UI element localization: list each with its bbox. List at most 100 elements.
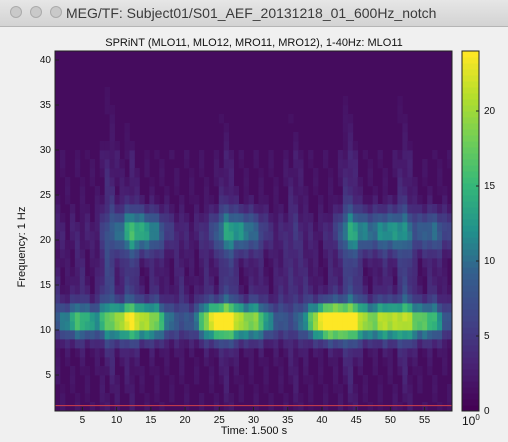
heatmap-cell <box>288 285 294 295</box>
heatmap-cell <box>372 303 378 313</box>
heatmap-cell <box>352 312 359 322</box>
heatmap-cell <box>298 267 304 277</box>
heatmap-cell <box>144 204 150 214</box>
heatmap-cell <box>293 258 299 268</box>
heatmap-cell <box>447 231 453 241</box>
heatmap-cell <box>188 177 195 187</box>
heatmap-cell <box>293 384 299 394</box>
heatmap-cell <box>169 222 175 232</box>
heatmap-cell <box>298 186 304 196</box>
minimize-button[interactable] <box>30 6 42 18</box>
heatmap-cell <box>293 357 299 367</box>
heatmap-cell <box>352 141 359 151</box>
heatmap-cell <box>397 114 403 124</box>
heatmap-cell <box>318 339 324 349</box>
heatmap-cell <box>188 240 195 250</box>
heatmap-cell <box>114 375 120 385</box>
heatmap-cell <box>228 186 235 196</box>
heatmap-cell <box>293 231 299 241</box>
heatmap-cell <box>129 366 135 376</box>
heatmap-cell <box>402 204 408 214</box>
heatmap-cell <box>89 159 96 169</box>
zoom-button[interactable] <box>50 6 62 18</box>
heatmap-cell <box>104 276 110 286</box>
heatmap-cell <box>74 168 81 178</box>
heatmap-cell <box>327 285 334 295</box>
heatmap-cell <box>139 276 145 286</box>
heatmap-cell <box>218 168 225 178</box>
heatmap-cell <box>288 366 294 376</box>
colorbar-segment <box>462 381 479 388</box>
heatmap-cell <box>387 285 393 295</box>
heatmap-cell <box>55 195 61 205</box>
heatmap-cell <box>352 249 359 259</box>
heatmap-cell <box>74 150 81 160</box>
heatmap-cell <box>367 330 373 340</box>
heatmap-cell <box>79 213 86 223</box>
heatmap-cell <box>337 204 344 214</box>
heatmap-cell <box>134 294 140 304</box>
heatmap-cell <box>422 312 428 322</box>
heatmap-cell <box>327 168 334 178</box>
heatmap-cell <box>342 339 349 349</box>
heatmap-cell <box>99 222 106 232</box>
heatmap-cell <box>109 195 115 205</box>
heatmap-cell <box>164 339 170 349</box>
heatmap-cell <box>94 330 101 340</box>
heatmap-cell <box>313 177 319 187</box>
heatmap-cell <box>447 312 453 322</box>
heatmap-cell <box>347 294 354 304</box>
heatmap-cell <box>412 303 418 313</box>
heatmap-cell <box>84 303 91 313</box>
heatmap-cell <box>313 339 319 349</box>
heatmap-cell <box>184 276 190 286</box>
heatmap-cell <box>174 267 180 277</box>
heatmap-cell <box>223 186 230 196</box>
heatmap-cell <box>327 231 334 241</box>
heatmap-cell <box>228 321 235 331</box>
heatmap-cell <box>308 285 314 295</box>
heatmap-cell <box>114 303 120 313</box>
heatmap-cell <box>362 204 369 214</box>
heatmap-cell <box>387 339 393 349</box>
heatmap-cell <box>278 204 284 214</box>
heatmap-cell <box>243 240 249 250</box>
heatmap-cell <box>313 294 319 304</box>
heatmap-cell <box>273 231 279 241</box>
heatmap-cell <box>447 339 453 349</box>
heatmap-cell <box>169 249 175 259</box>
heatmap-cell <box>337 258 344 268</box>
figure-area: SPRiNT (MLO11, MLO12, MRO11, MRO12), 1-4… <box>0 27 508 442</box>
heatmap-cell <box>417 330 423 340</box>
heatmap-cell <box>442 240 448 250</box>
close-button[interactable] <box>10 6 22 18</box>
heatmap-cell <box>124 204 130 214</box>
heatmap-cell <box>59 339 66 349</box>
heatmap-cell <box>342 195 349 205</box>
heatmap-cell <box>184 258 190 268</box>
heatmap-cell <box>322 402 329 412</box>
heatmap-cell <box>99 195 106 205</box>
heatmap-cell <box>213 303 220 313</box>
heatmap-cell <box>144 240 150 250</box>
heatmap-cell <box>407 294 413 304</box>
heatmap-cell <box>347 204 354 214</box>
heatmap-cell <box>179 240 185 250</box>
heatmap-cell <box>412 294 418 304</box>
heatmap-cell <box>352 150 359 160</box>
colorbar-segment <box>462 213 479 220</box>
y-tick-label: 10 <box>40 325 52 336</box>
heatmap-cell <box>99 348 106 358</box>
heatmap-cell <box>94 312 101 322</box>
heatmap-cell <box>149 258 155 268</box>
heatmap-cell <box>313 186 319 196</box>
heatmap-cell <box>322 213 329 223</box>
heatmap-cell <box>69 267 76 277</box>
heatmap-cell <box>308 375 314 385</box>
heatmap-cell <box>322 303 329 313</box>
heatmap-plot[interactable]: 5 10 15 20 25 30 35 40 45 50 555101520253035400510… <box>0 27 508 442</box>
heatmap-cell <box>144 339 150 349</box>
heatmap-cell <box>119 276 125 286</box>
heatmap-cell <box>223 159 230 169</box>
heatmap-cell <box>318 204 324 214</box>
